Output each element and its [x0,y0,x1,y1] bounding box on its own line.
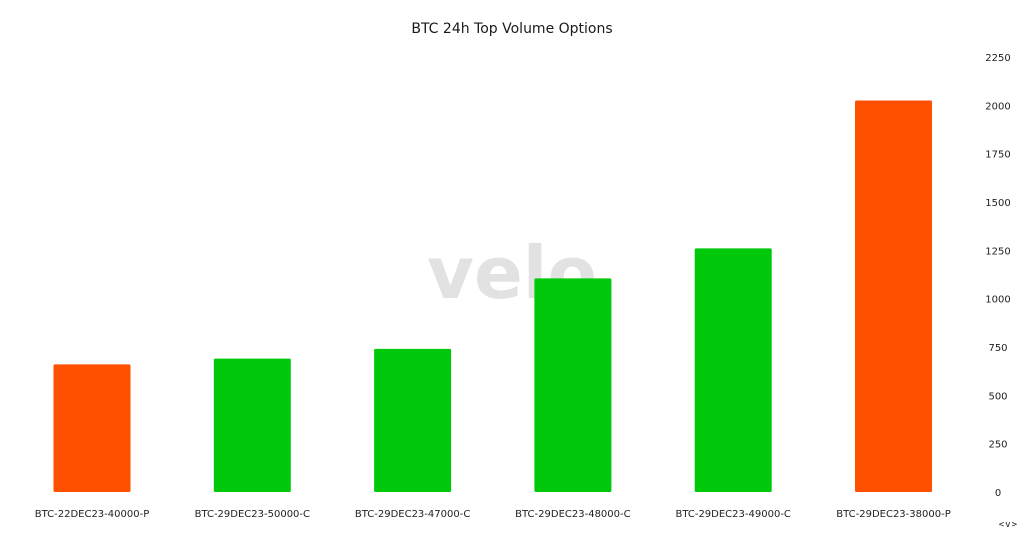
y-tick-label: 500 [988,391,1007,402]
y-tick-label: 2250 [985,53,1010,64]
bar-btc-29dec23-47000-c[interactable] [374,348,452,492]
x-tick-label: BTC-29DEC23-48000-C [515,509,630,520]
y-tick-label: 0 [995,488,1001,499]
bar-btc-22dec23-40000-p[interactable] [53,364,131,492]
x-tick-label: BTC-29DEC23-38000-P [836,509,950,520]
x-tick-label: BTC-29DEC23-47000-C [355,509,470,520]
y-tick-label: 250 [988,440,1007,451]
y-tick-label: 750 [988,343,1007,354]
y-tick-label: 1000 [985,295,1010,306]
y-tick-label: 1750 [985,150,1010,161]
y-tick-label: 1500 [985,198,1010,209]
bar-btc-29dec23-38000-p[interactable] [855,100,932,493]
bar-btc-29dec23-48000-c[interactable] [534,278,612,492]
x-tick-label: BTC-29DEC23-49000-C [675,509,790,520]
y-tick-label: 1250 [985,246,1010,257]
bar-btc-29dec23-50000-c[interactable] [213,358,291,492]
chart-title: BTC 24h Top Volume Options [411,21,613,37]
y-tick-label: 2000 [985,101,1010,112]
x-tick-label: BTC-22DEC23-40000-P [35,509,149,520]
x-tick-label: BTC-29DEC23-50000-C [195,509,310,520]
pagination-arrows-control[interactable]: <v> [998,520,1018,530]
bar-btc-29dec23-49000-c[interactable] [694,248,772,492]
